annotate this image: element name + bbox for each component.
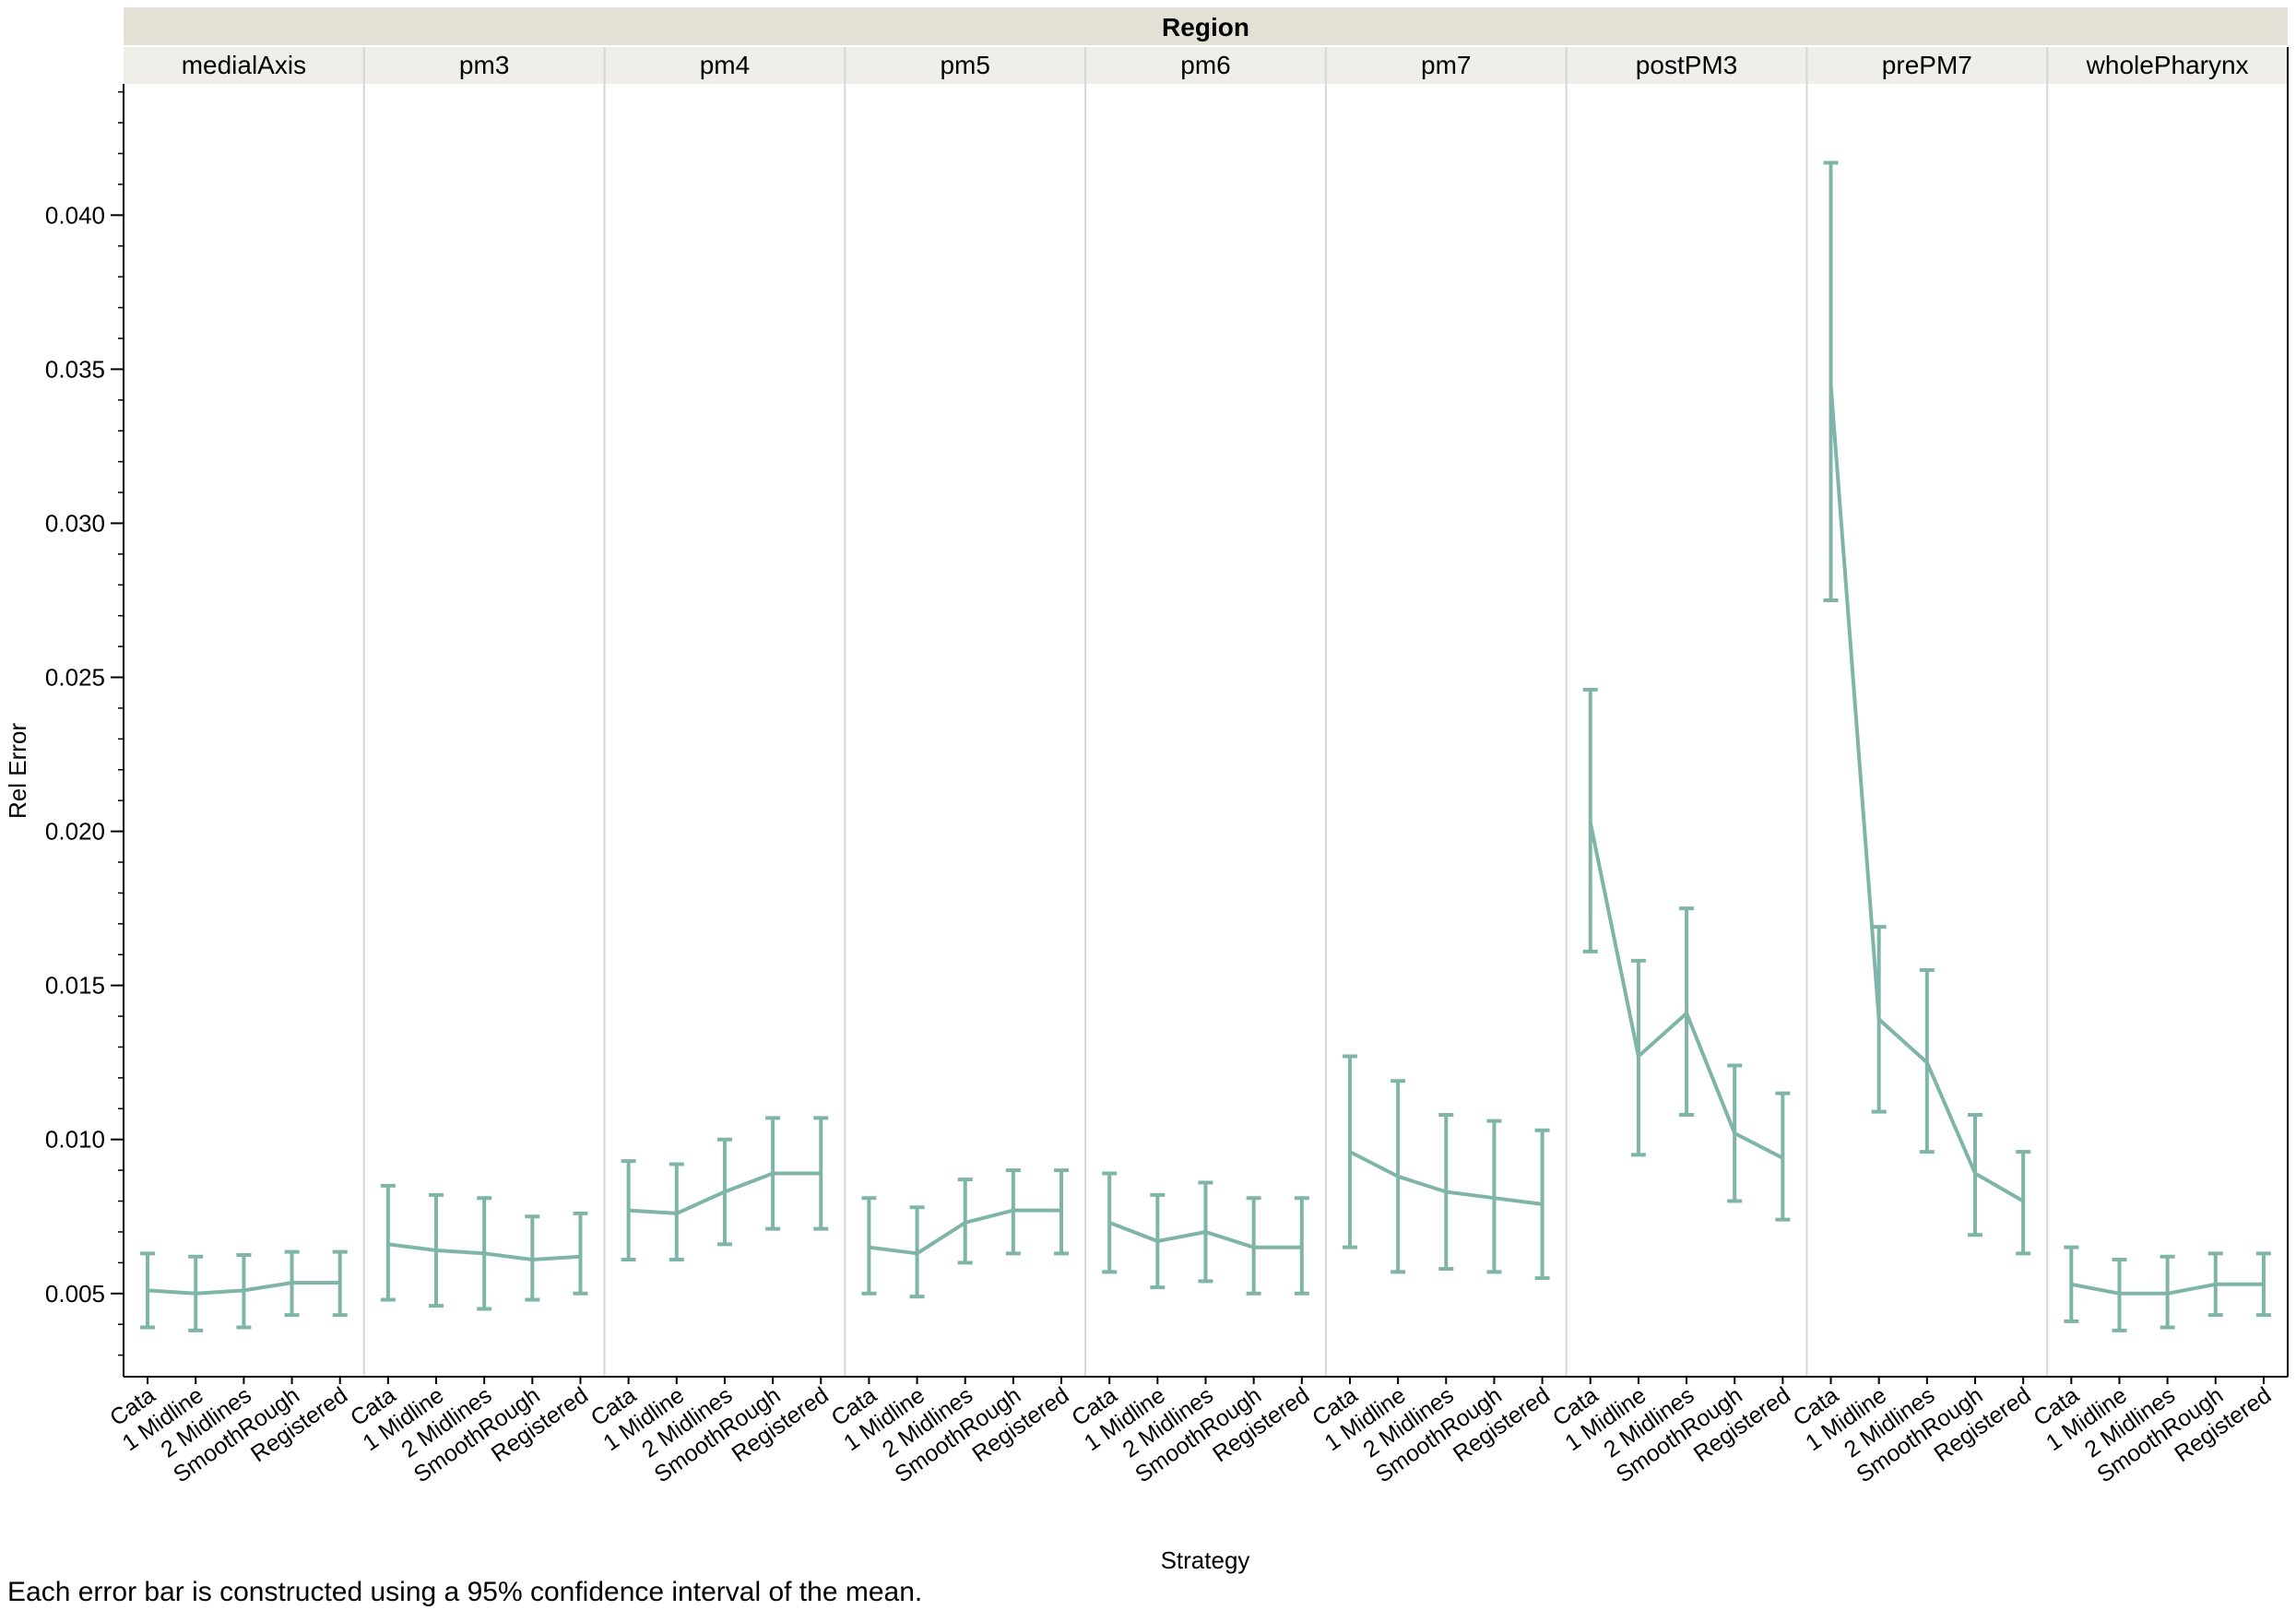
y-axis-label: Rel Error — [4, 723, 31, 819]
error-bar — [1246, 1196, 1261, 1296]
error-bar — [765, 1116, 781, 1231]
error-bar — [621, 1159, 636, 1262]
error-bar — [1727, 1063, 1743, 1203]
error-bar — [284, 1249, 300, 1318]
error-bar — [957, 1178, 973, 1265]
error-bar — [1150, 1192, 1166, 1290]
error-bar — [1582, 687, 1598, 953]
error-bar — [1967, 1112, 1982, 1237]
error-bar — [1294, 1196, 1309, 1296]
error-bar — [909, 1205, 925, 1299]
error-bar — [1486, 1119, 1502, 1274]
panel-header — [845, 47, 1086, 84]
error-bar — [669, 1162, 684, 1262]
panel-header — [1566, 47, 1807, 84]
panel-header — [1325, 47, 1567, 84]
panel-title: wholePharynx — [2086, 51, 2249, 79]
y-tick-label: 0.015 — [45, 972, 105, 1000]
error-bar — [477, 1196, 492, 1311]
error-bar — [1198, 1180, 1213, 1284]
footnote: Each error bar is constructed using a 95… — [7, 1577, 923, 1607]
error-bar — [2255, 1251, 2271, 1318]
panel-title: pm5 — [940, 51, 989, 79]
y-tick-label: 0.040 — [45, 201, 105, 229]
panel-header — [124, 47, 364, 84]
panel-header — [363, 47, 605, 84]
panel-title: postPM3 — [1636, 51, 1738, 79]
error-bar — [1919, 967, 1935, 1154]
error-bar — [1871, 925, 1887, 1114]
panel-title: prePM7 — [1882, 51, 1972, 79]
panel-title: pm6 — [1180, 51, 1230, 79]
error-bar — [1679, 906, 1695, 1117]
error-bar — [236, 1253, 252, 1330]
y-tick-label: 0.010 — [45, 1126, 105, 1154]
error-bar — [861, 1196, 877, 1296]
panel-header — [2047, 47, 2288, 84]
error-bar — [1005, 1168, 1021, 1256]
error-bar — [429, 1192, 444, 1308]
error-bar — [380, 1183, 396, 1302]
error-bar — [2064, 1245, 2079, 1323]
panel-title: pm7 — [1421, 51, 1471, 79]
region-header — [124, 7, 2288, 45]
y-tick-label: 0.035 — [45, 355, 105, 383]
error-bar — [573, 1211, 588, 1296]
error-bar — [1630, 958, 1646, 1157]
x-axis-label: Strategy — [1161, 1546, 1250, 1574]
error-bar — [1438, 1112, 1454, 1272]
error-bar — [1342, 1054, 1357, 1249]
y-tick-label: 0.025 — [45, 664, 105, 692]
error-bar — [140, 1251, 156, 1330]
error-bar — [2160, 1254, 2175, 1330]
error-bar — [2016, 1150, 2031, 1256]
error-bar — [332, 1249, 348, 1318]
panel-title: medialAxis — [182, 51, 306, 79]
error-bar — [1534, 1128, 1550, 1281]
error-bar — [188, 1254, 204, 1332]
error-bar — [2207, 1251, 2223, 1318]
error-bar — [1391, 1079, 1406, 1274]
error-bar — [813, 1116, 829, 1231]
panel-title: pm3 — [459, 51, 509, 79]
y-tick-label: 0.030 — [45, 509, 105, 537]
error-bar — [1102, 1171, 1118, 1274]
y-tick-label: 0.020 — [45, 818, 105, 846]
panel-title: pm4 — [700, 51, 750, 79]
panel-header — [1806, 47, 2048, 84]
panel-header — [604, 47, 846, 84]
error-bar — [1054, 1168, 1070, 1256]
panel-header — [1085, 47, 1326, 84]
error-bar — [716, 1137, 732, 1247]
error-bar — [2112, 1258, 2127, 1332]
region-header-label: Region — [1162, 13, 1249, 41]
error-bar — [1775, 1091, 1791, 1222]
error-bar — [525, 1214, 540, 1302]
y-tick-label: 0.005 — [45, 1280, 105, 1308]
error-bar — [1823, 160, 1839, 602]
